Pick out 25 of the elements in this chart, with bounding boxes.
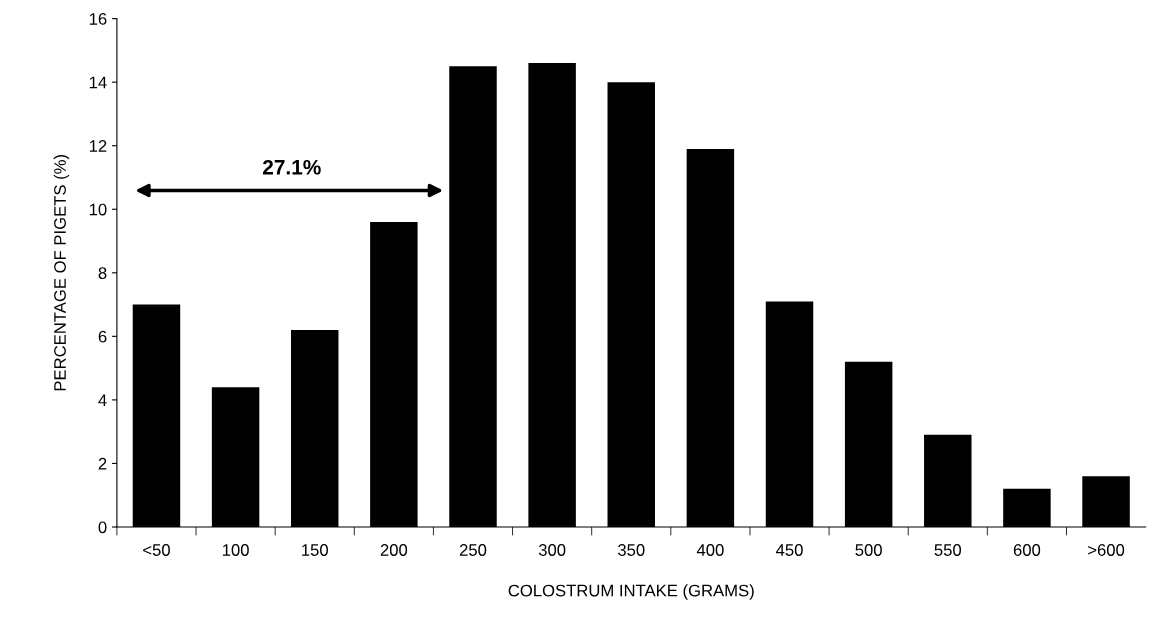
x-tick-label: >600: [1088, 544, 1125, 556]
y-axis-title: PERCENTAGE OF PIGETS (%): [53, 154, 70, 391]
x-tick-label: 250: [459, 544, 487, 556]
y-tick-label: 2: [98, 457, 107, 470]
x-tick-label: 500: [855, 544, 882, 556]
x-axis-title: COLOSTRUM INTAKE (GRAMS): [508, 584, 754, 600]
x-tick-label: 400: [696, 544, 724, 556]
y-tick-label: 0: [98, 521, 107, 534]
y-tick-label: 12: [89, 140, 107, 152]
x-tick-label: 550: [934, 544, 962, 556]
x-tick-label: 150: [302, 544, 328, 556]
y-tick-label: 4: [98, 394, 107, 406]
y-tick-label: 10: [89, 203, 107, 216]
y-tick-label: 8: [98, 267, 107, 279]
x-tick-label: 100: [222, 544, 249, 556]
x-tick-label: 300: [538, 544, 566, 556]
x-tick-label: 200: [380, 544, 408, 556]
y-tick-label: 14: [89, 76, 107, 89]
x-tick-label: 350: [617, 544, 645, 556]
x-tick-label: 450: [776, 544, 803, 556]
x-tick-label: 600: [1013, 544, 1041, 556]
x-tick-label: <50: [143, 544, 170, 556]
y-tick-label: 6: [98, 330, 107, 343]
annotation: 27.1%: [262, 159, 321, 175]
y-tick-label: 16: [89, 13, 107, 25]
